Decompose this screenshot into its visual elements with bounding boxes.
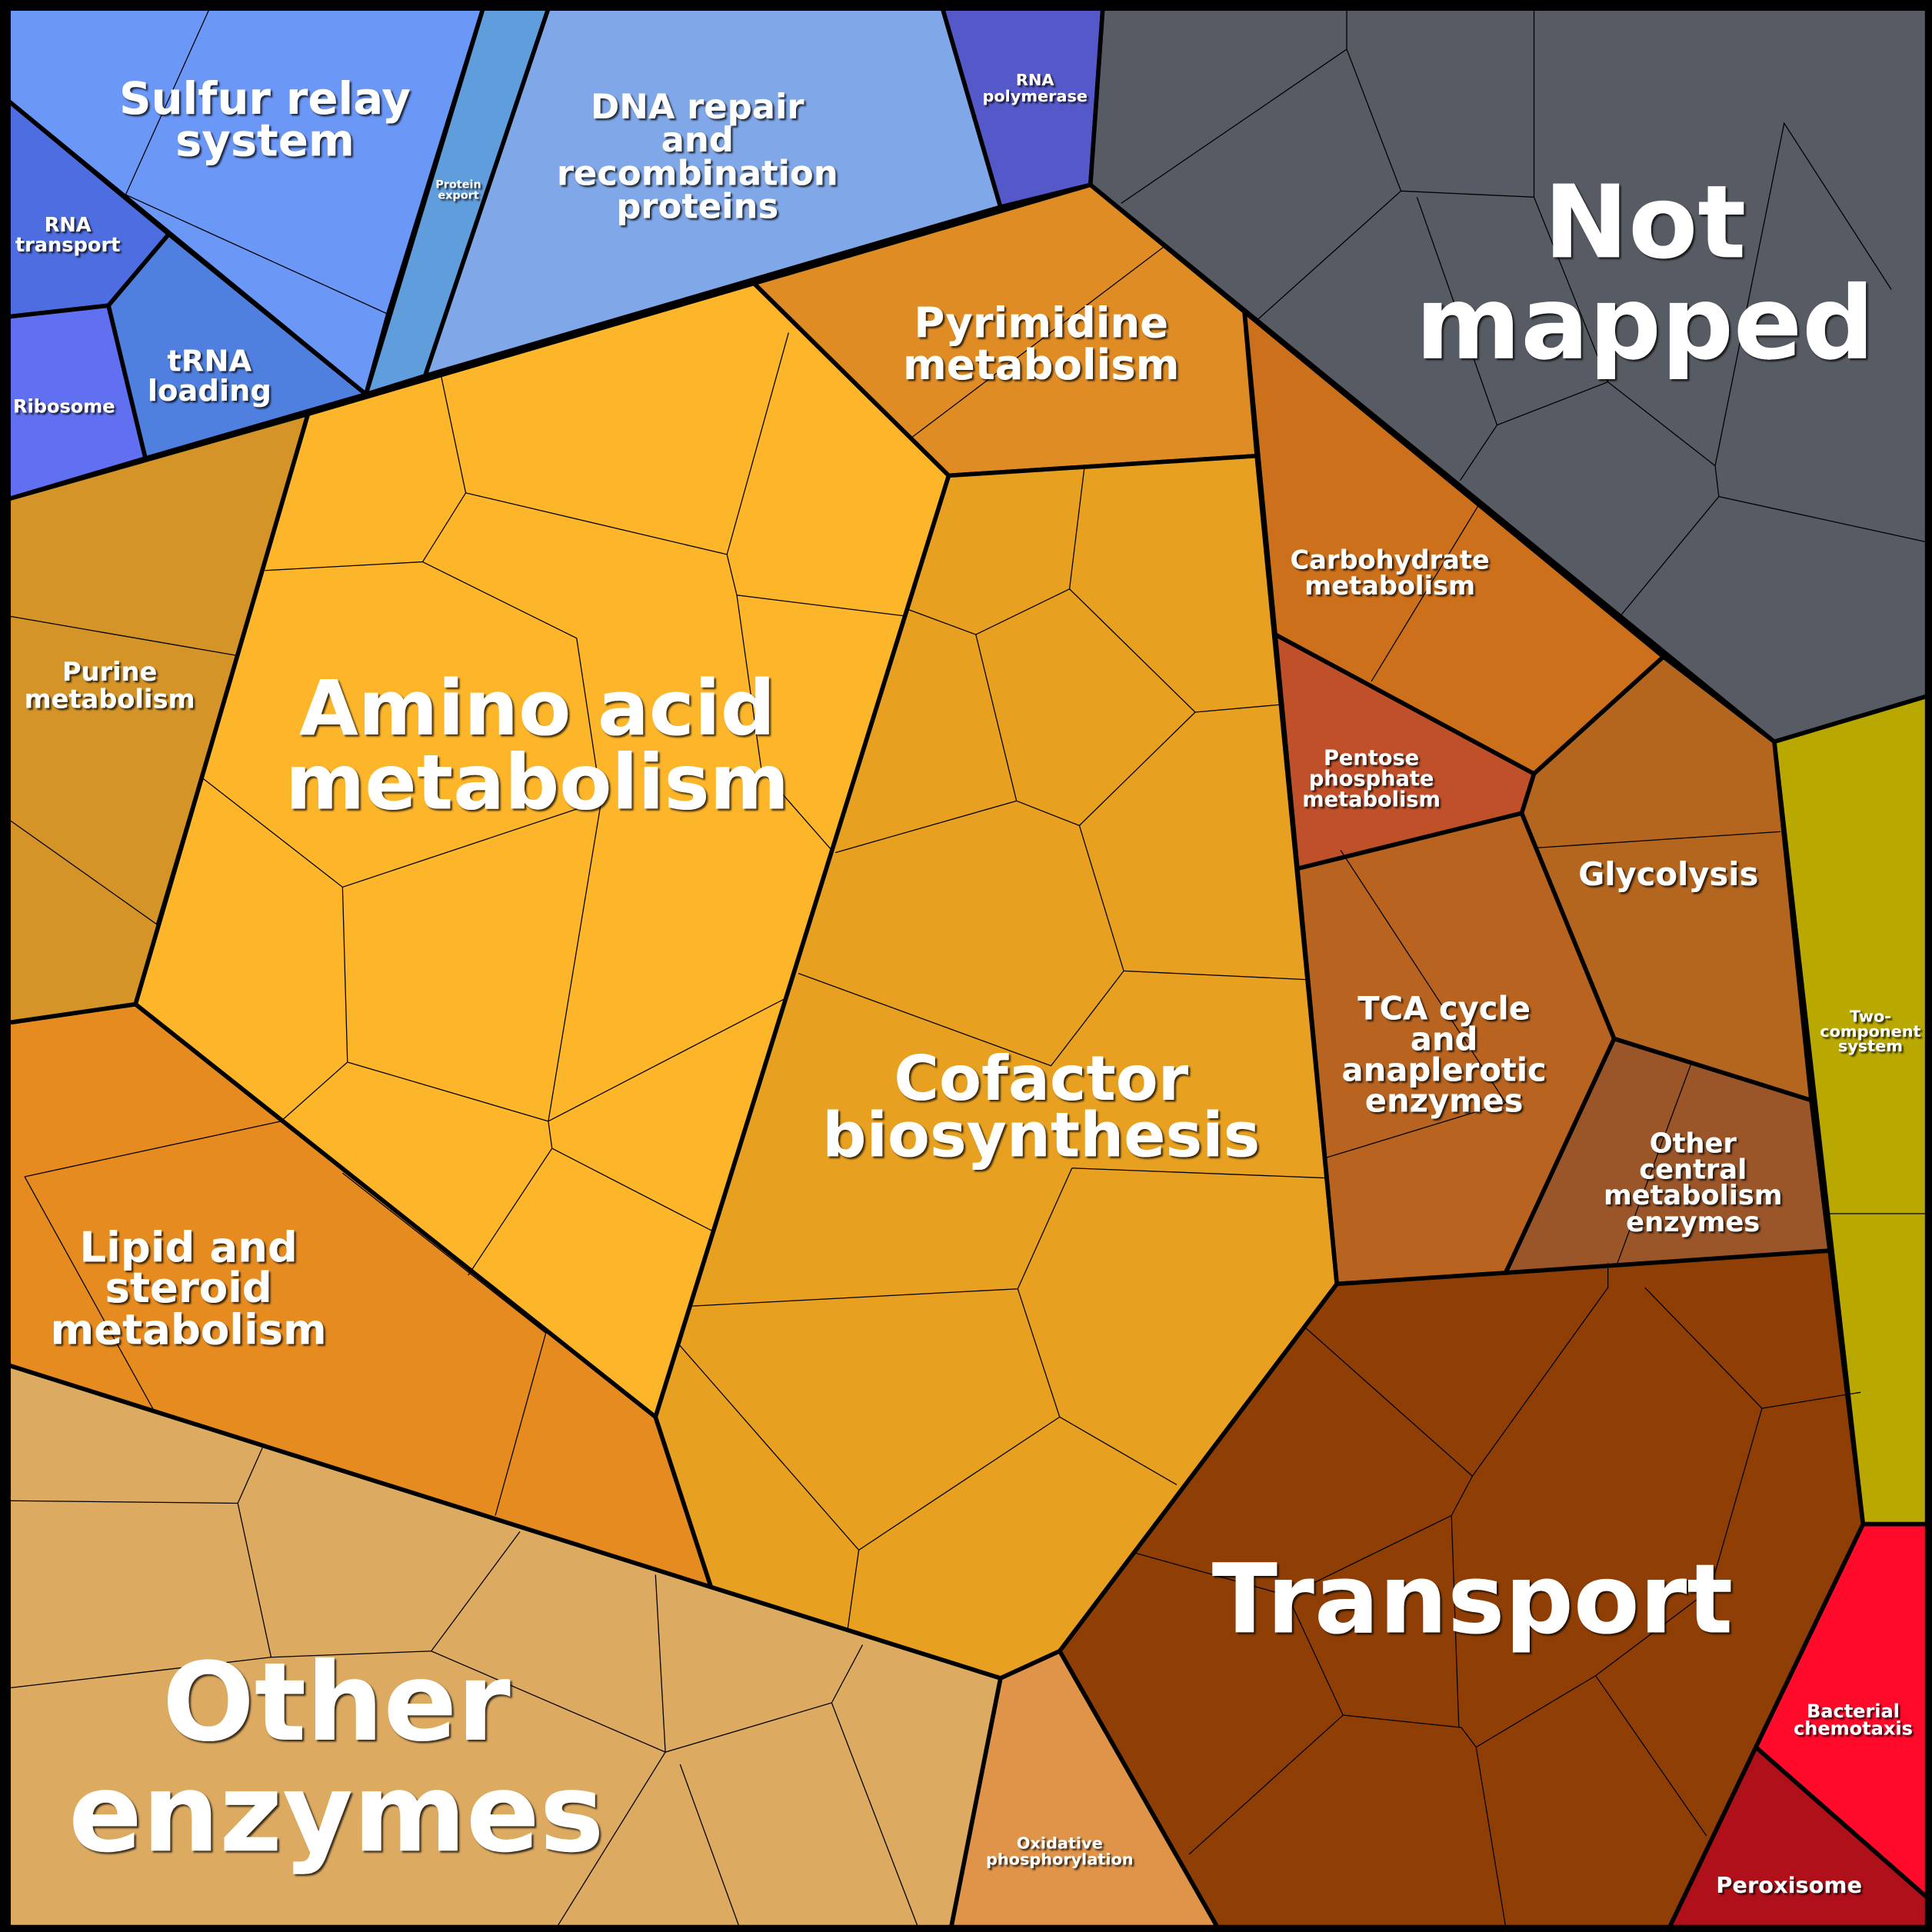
label-line: Bacterial [1807,1700,1900,1722]
label-line: biosynthesis [822,1099,1260,1171]
label-line: Peroxisome [1716,1872,1862,1898]
region-label: TCA cycle and anaplerotic enzymes [1342,989,1547,1119]
label-line: enzymes [68,1750,604,1877]
label-line: tRNA [167,344,251,378]
label-line: metabolism [50,1305,326,1354]
label-line: Ribosome [13,396,115,418]
region-label: Protein export [435,178,481,202]
label-line: metabolism [1302,788,1441,811]
region-label: Pentose phosphate metabolism [1302,746,1441,811]
label-line: enzymes [1365,1081,1524,1119]
label-line: Not [1544,163,1746,281]
label-line: Amino acid [299,665,775,753]
label-line: metabolism [1304,570,1475,600]
region-label: Amino acid metabolism [285,665,789,827]
region-label: tRNA loading [148,344,271,408]
region-label: Other central metabolism enzymes [1604,1128,1783,1238]
label-line: phosphorylation [986,1850,1134,1868]
label-line: Oxidative [1017,1834,1103,1853]
cells [6,6,1930,1930]
label-line: steroid [105,1263,271,1312]
label-line: central [1639,1154,1747,1185]
label-line: TCA cycle [1357,989,1531,1027]
region-label: Purine metabolism [25,657,195,714]
label-line: Cofactor [894,1042,1188,1114]
region-label: DNA repair and recombination proteins [557,85,838,226]
region-label: Sulfur relay system [119,72,411,166]
region-label: Ribosome [13,396,115,418]
label-line: proteins [616,185,778,226]
label-line: Carbohydrate [1291,545,1490,575]
label-line: DNA repair [591,85,804,126]
region-label: Lipid and steroid metabolism [50,1222,326,1354]
region-label: Other enzymes [68,1640,604,1877]
label-line: polymerase [982,87,1088,105]
label-line: system [1838,1037,1903,1055]
label-line: Other [162,1640,511,1766]
region-label: Oxidative phosphorylation [986,1834,1134,1869]
label-line: mapped [1415,264,1874,381]
label-line: metabolism [285,738,789,827]
region-label: Transport [1212,1544,1733,1655]
label-line: metabolism [25,684,195,714]
label-line: Pyrimidine [914,298,1168,348]
label-line: and [661,119,734,160]
label-line: RNA [45,214,92,237]
region-label: RNA polymerase [982,71,1088,105]
label-line: enzymes [1626,1207,1760,1238]
label-line: recombination [557,152,838,193]
label-line: transport [15,234,121,257]
label-line: Sulfur relay [119,72,411,125]
region-label: Glycolysis [1578,854,1758,892]
label-line: Protein [435,178,481,191]
label-line: Lipid and [79,1222,297,1271]
region-label: Peroxisome [1716,1872,1862,1898]
region-label: Bacterial chemotaxis [1794,1700,1913,1739]
label-line: Other [1650,1128,1737,1159]
label-line: metabolism [903,340,1179,389]
region-label: Carbohydrate metabolism [1291,545,1490,601]
label-line: chemotaxis [1794,1718,1913,1740]
region-label: Not mapped [1415,163,1874,381]
label-line: export [438,190,478,202]
label-line: metabolism [1604,1179,1783,1211]
label-line: Pentose [1324,746,1419,770]
label-line: and [1411,1020,1478,1058]
region-label: Cofactor biosynthesis [822,1042,1260,1171]
labels: Sulfur relay system Protein export DNA rep… [13,71,1921,1898]
label-line: Transport [1212,1544,1733,1655]
label-line: Two- [1850,1008,1891,1026]
label-line: phosphate [1309,767,1434,791]
label-line: Glycolysis [1578,854,1758,892]
sub-cell-lines [8,8,1927,1927]
label-line: RNA [1016,71,1054,89]
region-label: Pyrimidine metabolism [903,298,1179,389]
cell [1503,1036,1832,1275]
label-line: system [175,115,355,167]
label-line: component [1820,1022,1920,1041]
label-line: anaplerotic [1342,1051,1547,1088]
label-line: Purine [62,657,157,687]
region-label: Two-component system [1820,1008,1920,1055]
label-line: loading [148,373,271,408]
region-label: RNA transport [15,214,121,257]
